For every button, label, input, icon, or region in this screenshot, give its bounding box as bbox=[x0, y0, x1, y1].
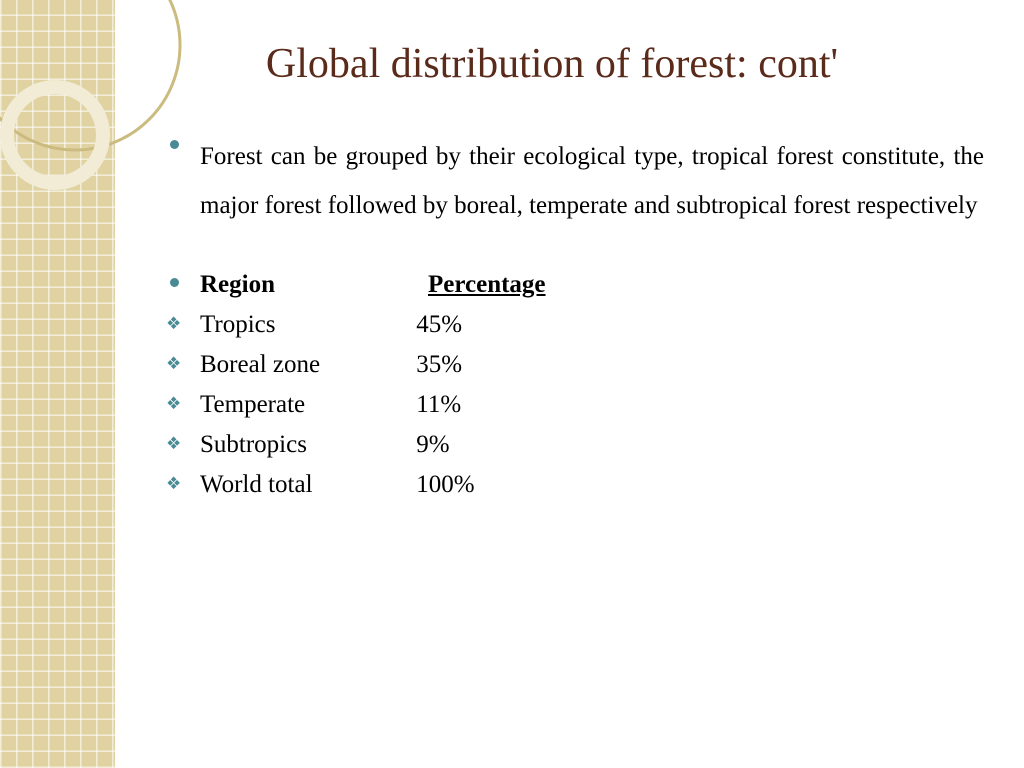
col-header-region: Region bbox=[200, 271, 410, 299]
percentage-cell: 45% bbox=[416, 311, 462, 339]
slide-title: Global distribution of forest: cont' bbox=[120, 40, 984, 88]
table-row: ❖ Subtropics 9% bbox=[150, 431, 984, 459]
bullet-icon bbox=[170, 278, 179, 287]
region-cell: World total bbox=[200, 471, 410, 499]
percentage-cell: 35% bbox=[416, 351, 462, 379]
table-row: ❖ Temperate 11% bbox=[150, 391, 984, 419]
bullet-paragraph: Forest can be grouped by their ecologica… bbox=[150, 133, 984, 231]
region-cell: Boreal zone bbox=[200, 351, 410, 379]
diamond-bullet-icon: ❖ bbox=[166, 315, 181, 332]
region-cell: Subtropics bbox=[200, 431, 410, 459]
paragraph-text: Forest can be grouped by their ecologica… bbox=[200, 133, 984, 231]
slide-content: Global distribution of forest: cont' For… bbox=[150, 0, 984, 768]
table-row: ❖ Tropics 45% bbox=[150, 311, 984, 339]
bullet-icon bbox=[170, 140, 179, 149]
percentage-cell: 11% bbox=[416, 391, 461, 419]
table-row: ❖ Boreal zone 35% bbox=[150, 351, 984, 379]
diamond-bullet-icon: ❖ bbox=[166, 435, 181, 452]
region-cell: Tropics bbox=[200, 311, 410, 339]
diamond-bullet-icon: ❖ bbox=[166, 355, 181, 372]
region-cell: Temperate bbox=[200, 391, 410, 419]
percentage-cell: 100% bbox=[416, 471, 474, 499]
diamond-bullet-icon: ❖ bbox=[166, 475, 181, 492]
col-header-percentage: Percentage bbox=[428, 271, 546, 298]
slide-body: Forest can be grouped by their ecologica… bbox=[150, 133, 984, 499]
table-row: ❖ World total 100% bbox=[150, 471, 984, 499]
table-header-row: Region Percentage bbox=[150, 271, 984, 299]
diamond-bullet-icon: ❖ bbox=[166, 395, 181, 412]
percentage-cell: 9% bbox=[416, 431, 449, 459]
